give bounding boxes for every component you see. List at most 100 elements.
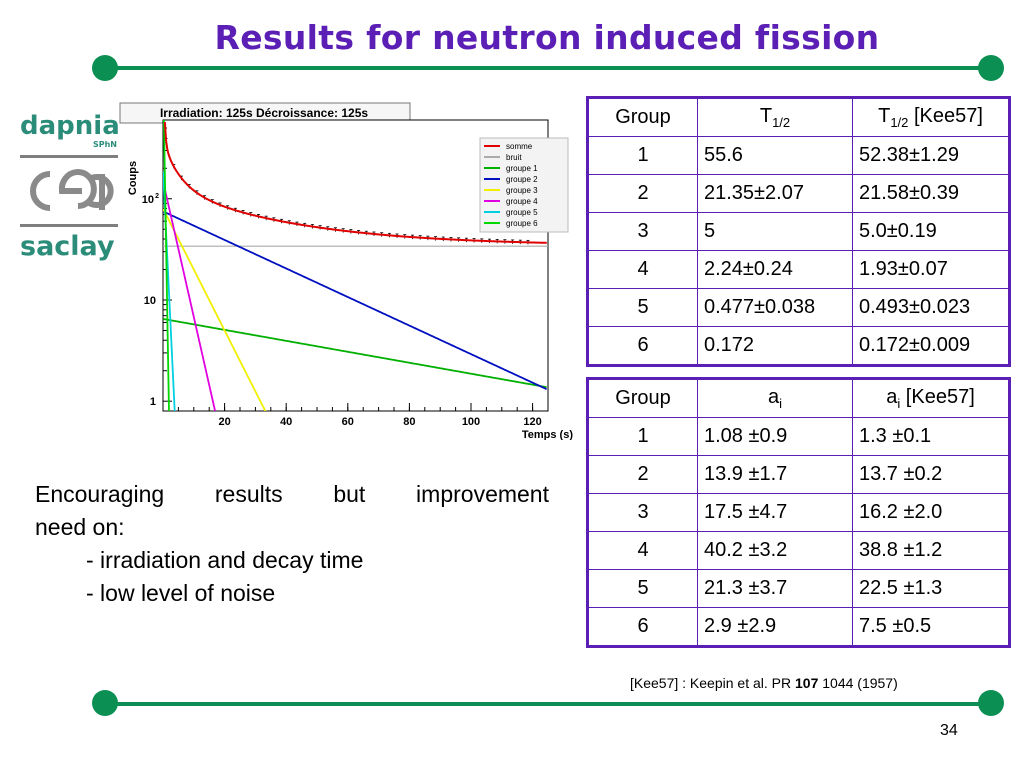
header-ak-text: a — [886, 386, 898, 408]
header-group: Group — [587, 97, 698, 137]
header-group: Group — [587, 378, 698, 418]
reference-cell: 38.8 ±1.2 — [852, 531, 1010, 570]
group-cell: 2 — [587, 455, 698, 494]
header-a-kee: ai [Kee57] — [852, 378, 1010, 418]
x-axis-label: Temps (s) — [522, 429, 573, 440]
legend-label: groupe 5 — [506, 208, 538, 217]
bottom-left-dot — [92, 690, 118, 716]
reference-cell: 16.2 ±2.0 — [852, 493, 1010, 532]
y-tick-label: 10 — [144, 295, 156, 307]
table-row: 2 13.9 ±1.7 13.7 ±0.2 — [587, 455, 1010, 494]
saclay-logo: saclay — [20, 231, 115, 262]
x-tick-label: 20 — [218, 416, 230, 428]
table-row: 1 1.08 ±0.9 1.3 ±0.1 — [587, 417, 1010, 456]
header-tk-ref: [Kee57] — [908, 105, 983, 127]
table-row: 5 0.477±0.038 0.493±0.023 — [587, 288, 1010, 327]
slide-title: Results for neutron induced fission — [214, 18, 880, 57]
header-a-text: a — [767, 386, 780, 408]
table-row: 4 40.2 ±3.2 38.8 ±1.2 — [587, 531, 1010, 570]
group-cell: 4 — [587, 250, 698, 289]
y-tick-label: 10 — [142, 194, 154, 206]
group-cell: 4 — [587, 531, 698, 570]
header-t-half-kee: T1/2 [Kee57] — [852, 97, 1010, 137]
header-t-sub: 1/2 — [772, 115, 791, 130]
bullet-noise: - low level of noise — [86, 580, 276, 606]
series-groupe-4 — [163, 181, 217, 411]
legend-label: groupe 1 — [506, 164, 538, 173]
legend-label: groupe 4 — [506, 197, 538, 206]
measured-cell: 55.6 — [697, 136, 853, 175]
x-tick-label: 60 — [342, 416, 354, 428]
reference-pre: [Kee57] : Keepin et al. PR — [630, 675, 795, 691]
measured-cell: 21.35±2.07 — [697, 174, 853, 213]
bottom-divider — [104, 702, 992, 706]
reference-cell: 22.5 ±1.3 — [852, 569, 1010, 608]
table-row: 6 2.9 ±2.9 7.5 ±0.5 — [587, 607, 1010, 647]
chart-title: Irradiation: 125s Décroissance: 125s — [160, 106, 368, 120]
group-cell: 2 — [587, 174, 698, 213]
group-cell: 1 — [587, 136, 698, 175]
reference-cell: 21.58±0.39 — [852, 174, 1010, 213]
table-header-row: Group T1/2 T1/2 [Kee57] — [587, 97, 1010, 137]
logo-divider-2 — [20, 224, 120, 227]
abundance-rows: 1 1.08 ±0.9 1.3 ±0.1 2 13.9 ±1.7 13.7 ±0.2 3 17… — [587, 417, 1010, 647]
x-tick-label: 100 — [462, 416, 480, 428]
measured-cell: 2.24±0.24 — [697, 250, 853, 289]
series-somme — [163, 121, 547, 244]
bullet-irradiation: - irradiation and decay time — [86, 547, 364, 573]
measured-cell: 21.3 ±3.7 — [697, 569, 853, 608]
conclusion-line-2: need on: — [35, 514, 125, 540]
conclusion-line-1: Encouraging results but improvement — [35, 481, 549, 507]
legend-label: groupe 6 — [506, 219, 538, 228]
series-groupe-1 — [163, 318, 547, 389]
measured-cell: 5 — [697, 212, 853, 251]
measured-cell: 17.5 ±4.7 — [697, 493, 853, 532]
measured-cell: 13.9 ±1.7 — [697, 455, 853, 494]
series-groupe-2 — [163, 210, 547, 390]
group-cell: 5 — [587, 569, 698, 608]
legend-label: groupe 2 — [506, 175, 538, 184]
legend-box — [479, 137, 569, 233]
reference-cell: 0.172±0.009 — [852, 326, 1010, 366]
header-ak-sub: i — [897, 396, 901, 411]
conclusion-text: Encouraging results but improvement need… — [35, 478, 549, 610]
legend-label: groupe 3 — [506, 186, 538, 195]
measured-cell: 1.08 ±0.9 — [697, 417, 853, 456]
decay-chart: Irradiation: 125s Décroissance: 125s Cou… — [118, 100, 578, 440]
reference-cell: 52.38±1.29 — [852, 136, 1010, 175]
reference-cell: 1.3 ±0.1 — [852, 417, 1010, 456]
x-tick-label: 120 — [523, 416, 541, 428]
sphn-logo: SPhN — [92, 140, 117, 149]
top-right-dot — [978, 55, 1004, 81]
group-cell: 5 — [587, 288, 698, 327]
reference-volume: 107 — [795, 675, 819, 691]
header-a-sub: i — [779, 396, 782, 411]
legend: somme bruit groupe 1 groupe 2 groupe 3 groupe… — [479, 137, 569, 233]
top-divider — [104, 66, 992, 70]
page-number: 34 — [940, 722, 958, 739]
reference-post: 1044 (1957) — [818, 675, 898, 691]
half-life-rows: 1 55.6 52.38±1.29 2 21.35±2.07 21.58±0.39 3 5 5.… — [587, 136, 1010, 366]
half-life-table: Group T1/2 T1/2 [Kee57] 1 55.6 52.38±1.29 2… — [586, 96, 1011, 367]
table-row: 6 0.172 0.172±0.009 — [587, 326, 1010, 366]
series-groupe-6 — [163, 120, 170, 411]
reference-cell: 1.93±0.07 — [852, 250, 1010, 289]
series-groupe-3 — [163, 208, 267, 411]
header-ak-ref: [Kee57] — [900, 386, 975, 408]
bottom-right-dot — [978, 690, 1004, 716]
x-tick-label: 40 — [280, 416, 292, 428]
header-tk-sub: 1/2 — [890, 115, 909, 130]
abundance-table: Group ai ai [Kee57] 1 1.08 ±0.9 1.3 ±0.1 2 1… — [586, 377, 1011, 648]
reference-cell: 7.5 ±0.5 — [852, 607, 1010, 647]
reference-cell: 5.0±0.19 — [852, 212, 1010, 251]
table-row: 5 21.3 ±3.7 22.5 ±1.3 — [587, 569, 1010, 608]
legend-label: somme — [506, 142, 533, 151]
group-cell: 3 — [587, 212, 698, 251]
header-t-half: T1/2 — [697, 97, 853, 137]
reference-note: [Kee57] : Keepin et al. PR 107 1044 (195… — [630, 675, 898, 691]
x-tick-label: 80 — [403, 416, 415, 428]
logo-column: dapnia SPhN saclay — [20, 112, 120, 262]
header-t-text: T — [759, 105, 773, 127]
group-cell: 6 — [587, 607, 698, 647]
measured-cell: 0.477±0.038 — [697, 288, 853, 327]
